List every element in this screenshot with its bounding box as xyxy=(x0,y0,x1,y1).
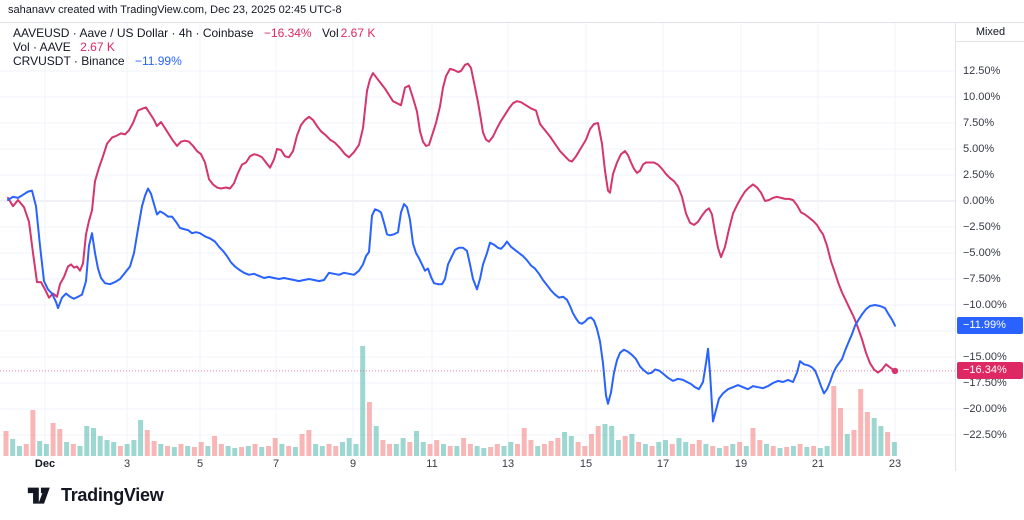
x-tick-label: 13 xyxy=(501,458,515,470)
tradingview-brand-link[interactable]: TradingView xyxy=(27,485,164,506)
y-tick-label: 10.00% xyxy=(963,91,1001,103)
legend-volume-value: 2.67 K xyxy=(80,40,115,54)
time-scale[interactable]: Dec 3 5 7 9 11 13 15 17 19 21 23 xyxy=(0,456,1024,472)
chart-plot-area[interactable]: AAVEUSD · Aave / US Dollar · 4h · Coinba… xyxy=(0,23,955,472)
x-tick-label: 17 xyxy=(656,458,670,470)
x-tick-label: 11 xyxy=(426,458,438,470)
chart-legend: AAVEUSD · Aave / US Dollar · 4h · Coinba… xyxy=(13,26,376,69)
y-tick-label: 12.50% xyxy=(963,65,1001,77)
x-tick-label: 7 xyxy=(272,458,280,470)
footer: TradingView xyxy=(0,471,1024,520)
chart-canvas[interactable] xyxy=(0,23,955,456)
x-tick-label: 15 xyxy=(579,458,593,470)
y-tick-label: −15.00% xyxy=(963,351,1007,363)
aave-price-badge[interactable]: −16.34% xyxy=(957,362,1023,380)
x-tick-label: 3 xyxy=(123,458,131,470)
attribution-text: sahanavv created with TradingView.com, D… xyxy=(8,4,342,16)
legend-aave-change: −16.34% xyxy=(263,26,312,40)
legend-vol-label: Vol xyxy=(321,26,339,40)
y-tick-label: −2.50% xyxy=(963,221,1001,233)
y-tick-label: −7.50% xyxy=(963,273,1001,285)
price-scale[interactable]: Mixed 12.50% 10.00% 7.50% 5.00% 2.50% 0.00% −2… xyxy=(955,23,1024,472)
y-tick-label: −17.50% xyxy=(963,377,1007,389)
chart-widget: AAVEUSD · Aave / US Dollar · 4h · Coinba… xyxy=(0,22,1024,472)
legend-row-volume[interactable]: Vol · AAVE 2.67 K xyxy=(13,40,375,55)
last-price-dot xyxy=(891,367,899,375)
volume-bars xyxy=(3,346,897,456)
aaveusd-line xyxy=(7,62,896,374)
x-tick-label: 23 xyxy=(888,458,902,470)
x-tick-label: 9 xyxy=(349,458,357,470)
x-tick-label: 19 xyxy=(734,458,748,470)
y-tick-label: 7.50% xyxy=(963,117,995,129)
x-tick-label: 5 xyxy=(196,458,204,470)
tradingview-logo-icon xyxy=(27,487,50,504)
price-scale-mode-label: Mixed xyxy=(975,26,1006,38)
crvusdt-line xyxy=(7,187,896,423)
y-tick-label: −10.00% xyxy=(963,299,1007,311)
tradingview-brand-name: TradingView xyxy=(61,485,164,505)
legend-symbol-title[interactable]: AAVEUSD · Aave / US Dollar · 4h · Coinba… xyxy=(13,26,254,40)
price-scale-mode-button[interactable]: Mixed xyxy=(956,23,1024,42)
y-tick-label: −5.00% xyxy=(963,247,1001,259)
grid-lines xyxy=(0,23,955,456)
y-tick-label: 0.00% xyxy=(963,195,995,207)
x-tick-label: Dec xyxy=(34,458,56,470)
legend-crv-title[interactable]: CRVUSDT · Binance xyxy=(13,54,125,68)
legend-row-crvusdt[interactable]: CRVUSDT · Binance −11.99% xyxy=(13,54,375,69)
crv-price-badge[interactable]: −11.99% xyxy=(957,317,1023,335)
y-tick-label: 2.50% xyxy=(963,169,995,181)
y-tick-label: −20.00% xyxy=(963,403,1007,415)
legend-vol-value: 2.67 K xyxy=(340,26,376,40)
y-tick-label: −22.50% xyxy=(963,429,1007,441)
y-tick-label: 5.00% xyxy=(963,143,995,155)
x-tick-label: 21 xyxy=(811,458,825,470)
legend-crv-change: −11.99% xyxy=(134,54,182,68)
legend-volume-title[interactable]: Vol · AAVE xyxy=(13,40,71,54)
legend-row-aaveusd[interactable]: AAVEUSD · Aave / US Dollar · 4h · Coinba… xyxy=(13,26,376,41)
